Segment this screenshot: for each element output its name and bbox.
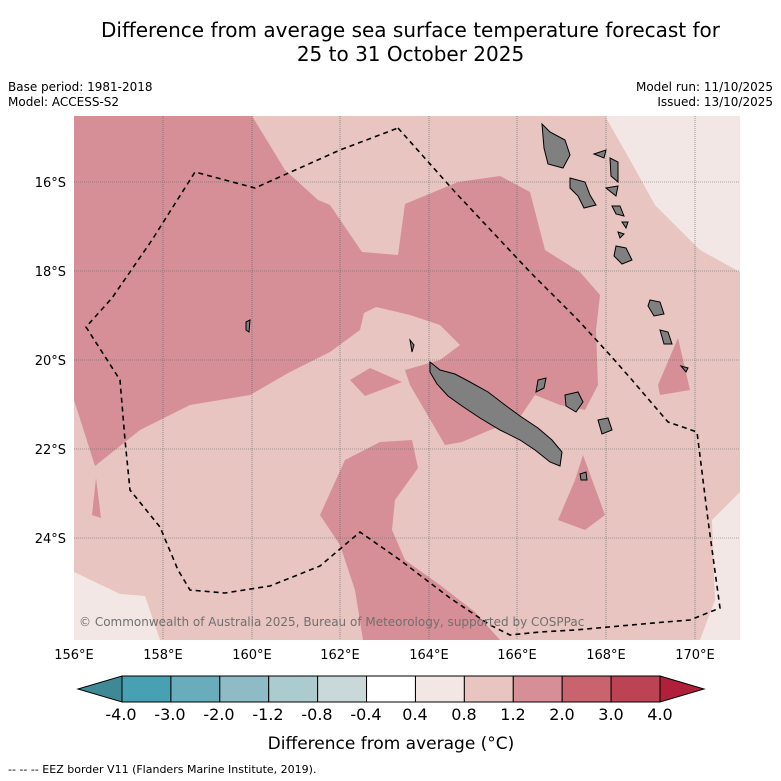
anomaly-band-0.4-0.8-southeast — [700, 492, 740, 640]
info-left: Base period: 1981-2018 Model: ACCESS-S2 — [8, 80, 153, 110]
anomaly-band-1.2-2.0-patch-tiny — [92, 478, 101, 518]
land-tanna — [659, 329, 673, 345]
lat-label: 20°S — [35, 354, 66, 369]
land-aneityum — [679, 365, 689, 373]
lon-label: 170°E — [675, 648, 715, 663]
land-islet-1 — [245, 319, 251, 333]
colorbar-swatch — [366, 675, 416, 703]
colorbar-swatch — [414, 675, 465, 703]
lon-label: 158°E — [143, 648, 183, 663]
info-right: Model run: 11/10/2025 Issued: 13/10/2025 — [636, 80, 773, 110]
eez-legend: -- -- -- EEZ border V11 (Flanders Marine… — [8, 763, 317, 776]
colorbar-boxes — [121, 675, 661, 703]
lon-label: 156°E — [54, 648, 94, 663]
land-pentecost — [609, 157, 619, 184]
land-islet-2 — [621, 221, 629, 230]
colorbar: -4.0 -3.0 -2.0 -1.2 -0.8 -0.4 0.4 0.8 1.… — [76, 675, 706, 754]
land-efate — [613, 245, 633, 265]
title-line-1: Difference from average sea surface temp… — [100, 18, 720, 42]
copyright-notice: © Commonwealth of Australia 2025, Bureau… — [79, 615, 584, 629]
colorbar-tick: 1.2 — [500, 705, 525, 724]
title-line-2: 25 to 31 October 2025 — [296, 42, 525, 66]
land-epi — [611, 205, 625, 217]
colorbar-tick: -0.8 — [301, 705, 332, 724]
anomaly-band-1.2-2.0-patch-east — [658, 338, 690, 395]
lon-label: 164°E — [409, 648, 449, 663]
colorbar-tick: 0.8 — [451, 705, 476, 724]
colorbar-tick: -3.0 — [154, 705, 185, 724]
lon-label: 162°E — [320, 648, 360, 663]
eez-border — [84, 127, 721, 636]
anomaly-band-0.4-0.8-northeast — [605, 116, 740, 272]
colorbar-swatch — [121, 675, 172, 703]
gridlines — [74, 116, 740, 640]
lat-label: 22°S — [35, 443, 66, 458]
model-name: Model: ACCESS-S2 — [8, 95, 120, 109]
colorbar-tick: 3.0 — [598, 705, 623, 724]
colorbar-ticks: -4.0 -3.0 -2.0 -1.2 -0.8 -0.4 0.4 0.8 1.… — [105, 705, 672, 724]
lon-label: 160°E — [232, 648, 272, 663]
land-ambae — [592, 149, 607, 159]
land-erromango — [647, 299, 665, 317]
land-belep — [409, 338, 415, 353]
colorbar-tick: -2.0 — [203, 705, 234, 724]
colorbar-swatch — [512, 675, 563, 703]
land — [245, 122, 689, 481]
lat-label: 18°S — [35, 265, 66, 280]
anomaly-band-1.2-2.0-central-south — [320, 440, 500, 640]
lon-label: 166°E — [497, 648, 537, 663]
land-loyalty-tiga — [597, 417, 613, 435]
anomaly-band-1.2-2.0-patch-west — [350, 368, 402, 396]
land-ambrym — [604, 185, 619, 197]
land-loyalty-maré — [564, 391, 584, 413]
land-new-caledonia — [429, 360, 563, 467]
colorbar-swatch — [561, 675, 612, 703]
lon-label: 168°E — [586, 648, 626, 663]
colorbar-tick: -1.2 — [252, 705, 283, 724]
colorbar-tick: 4.0 — [647, 705, 672, 724]
land-malekula — [569, 177, 597, 209]
colorbar-extend-low — [76, 675, 123, 703]
lon-axis: 156°E 158°E 160°E 162°E 164°E 166°E 168°… — [54, 648, 715, 663]
land-loyalty-lifou — [535, 377, 547, 393]
colorbar-tick: -0.4 — [350, 705, 381, 724]
anomaly-band-1.2-2.0-northwest — [74, 116, 600, 466]
anomaly-map: © Commonwealth of Australia 2025, Bureau… — [74, 116, 740, 640]
lat-label: 24°S — [35, 532, 66, 547]
colorbar-swatch — [317, 675, 368, 703]
lat-axis: 16°S 18°S 20°S 22°S 24°S — [35, 176, 66, 547]
colorbar-extend-high — [659, 675, 706, 703]
colorbar-tick: 0.4 — [402, 705, 427, 724]
land-espiritu-santo — [541, 122, 571, 169]
anomaly-band-0.4-0.8-southwest — [74, 572, 160, 640]
colorbar-tick: 2.0 — [549, 705, 574, 724]
model-run: Model run: 11/10/2025 — [635, 80, 773, 94]
colorbar-swatch — [170, 675, 221, 703]
chart-title: Difference from average sea surface temp… — [40, 18, 781, 66]
base-period: Base period: 1981-2018 — [8, 80, 153, 94]
colorbar-swatch — [268, 675, 319, 703]
land-islet-3 — [617, 231, 625, 239]
lat-label: 16°S — [35, 176, 66, 191]
colorbar-swatch — [463, 675, 514, 703]
land-walpole — [579, 471, 588, 481]
colorbar-swatch — [610, 675, 661, 703]
colorbar-swatch — [219, 675, 270, 703]
colorbar-label: Difference from average (°C) — [268, 734, 515, 754]
colorbar-tick: -4.0 — [105, 705, 136, 724]
issued-date: Issued: 13/10/2025 — [657, 95, 773, 109]
anomaly-band-1.2-2.0-patch-southeast — [558, 455, 605, 530]
